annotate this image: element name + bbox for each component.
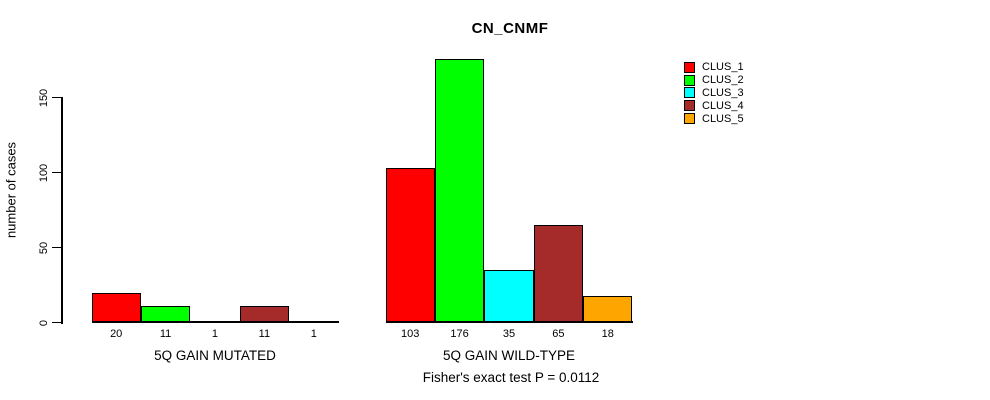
legend-label: CLUS_2 xyxy=(702,74,744,87)
bar-value-label: 176 xyxy=(450,328,469,340)
bar-value-label: 35 xyxy=(502,328,516,340)
legend-item: CLUS_3 xyxy=(684,87,744,100)
legend-swatch-icon xyxy=(684,113,695,125)
bar-clus_4 xyxy=(533,225,584,323)
fisher-test-annotation: Fisher's exact test P = 0.0112 xyxy=(422,370,600,385)
bar-clus_2 xyxy=(434,58,485,323)
bar-value-label: 103 xyxy=(401,328,420,340)
legend-item: CLUS_2 xyxy=(684,74,744,87)
y-tick xyxy=(52,96,62,99)
y-tick-label: 100 xyxy=(38,163,50,182)
bar-value-label: 11 xyxy=(159,328,172,340)
bar-value-label: 1 xyxy=(211,328,219,340)
y-tick xyxy=(52,246,62,249)
y-axis-title: number of cases xyxy=(3,141,19,239)
bar-clus_3 xyxy=(484,270,534,323)
group-axis-line xyxy=(385,320,633,323)
bar-value-label: 1 xyxy=(310,328,317,340)
legend-label: CLUS_5 xyxy=(702,112,744,125)
bar-value-label: 18 xyxy=(601,328,614,340)
group-label-wild-type: 5Q GAIN WILD-TYPE xyxy=(442,348,576,363)
legend-swatch-icon xyxy=(684,74,695,86)
bar-clus_5 xyxy=(583,295,633,323)
legend-swatch-icon xyxy=(684,61,695,73)
y-tick-label: 150 xyxy=(38,88,50,107)
bar-value-label: 65 xyxy=(552,328,565,340)
bar-clus_1 xyxy=(91,292,141,323)
bar-value-label: 20 xyxy=(110,328,123,340)
legend-label: CLUS_1 xyxy=(702,61,744,74)
legend-swatch-icon xyxy=(684,87,695,99)
y-tick xyxy=(52,171,62,174)
legend-label: CLUS_4 xyxy=(702,99,744,112)
y-axis-line xyxy=(61,97,63,324)
bar-value-label: 11 xyxy=(258,328,271,340)
legend-label: CLUS_3 xyxy=(702,86,744,99)
chart-title: CN_CNMF xyxy=(471,20,549,37)
bar-clus_1 xyxy=(385,168,435,323)
group-axis-line xyxy=(91,320,339,323)
legend-swatch-icon xyxy=(684,100,695,112)
legend-item: CLUS_4 xyxy=(684,99,744,112)
group-label-mutated: 5Q GAIN MUTATED xyxy=(154,348,276,363)
y-tick-label: 0 xyxy=(38,319,50,326)
legend-item: CLUS_1 xyxy=(684,61,744,74)
legend: CLUS_1 CLUS_2 CLUS_3 CLUS_4 CLUS_5 xyxy=(684,61,744,125)
y-tick-label: 50 xyxy=(38,241,50,254)
y-tick xyxy=(52,321,62,324)
legend-item: CLUS_5 xyxy=(684,112,744,125)
